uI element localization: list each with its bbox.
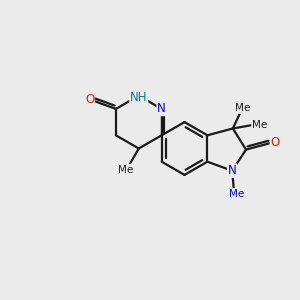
Text: Me: Me [230,189,245,199]
Text: O: O [85,93,94,106]
Text: N: N [157,102,166,116]
Text: N: N [228,164,236,177]
Text: NH: NH [130,91,148,104]
Text: Me: Me [235,103,250,113]
Text: Me: Me [118,165,133,175]
Text: Me: Me [252,120,267,130]
Text: O: O [271,136,280,149]
